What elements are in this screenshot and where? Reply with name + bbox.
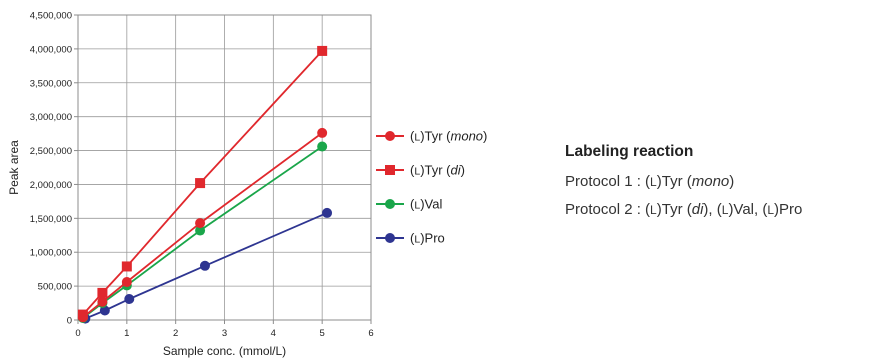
y-tick-label: 500,000 <box>38 282 72 293</box>
protocol-1-line: Protocol 1 : (L)Tyr (mono) <box>565 173 735 190</box>
data-point <box>322 207 333 218</box>
y-tick-label: 2,000,000 <box>30 180 72 191</box>
series-0 <box>77 127 328 323</box>
data-point <box>195 178 206 189</box>
x-axis-ticks: 0 1 2 3 4 5 6 <box>75 320 374 339</box>
legend-entry: (L)Val <box>376 197 442 212</box>
legend-swatch-marker <box>385 131 395 141</box>
legend-swatch-marker <box>385 165 395 175</box>
series-layer <box>77 45 333 324</box>
legend: (L)Tyr (mono) (L)Tyr (di) (L)Val (L)Pro <box>376 129 487 246</box>
data-point <box>77 309 88 320</box>
legend-label: (L)Val <box>410 197 442 212</box>
labeling-reaction-heading: Labeling reaction <box>565 143 694 160</box>
x-tick-label: 3 <box>222 328 227 339</box>
data-point <box>317 127 328 138</box>
y-tick-label: 3,000,000 <box>30 112 72 123</box>
data-point <box>124 293 135 304</box>
x-tick-label: 2 <box>173 328 178 339</box>
data-point <box>317 141 328 152</box>
data-point <box>121 261 132 272</box>
plot-frame <box>77 14 372 321</box>
legend-label: (L)Tyr (di) <box>410 163 465 178</box>
x-tick-label: 1 <box>124 328 129 339</box>
data-point <box>195 218 206 229</box>
x-tick-label: 4 <box>271 328 276 339</box>
legend-entry: (L)Tyr (mono) <box>376 129 487 144</box>
series-3 <box>80 207 333 324</box>
y-tick-label: 1,000,000 <box>30 248 72 259</box>
y-tick-label: 1,500,000 <box>30 214 72 225</box>
y-tick-label: 4,000,000 <box>30 44 72 55</box>
y-tick-label: 4,500,000 <box>30 11 72 22</box>
protocol-2-line: Protocol 2 : (L)Tyr (di), (L)Val, (L)Pro <box>565 201 803 218</box>
data-point <box>199 260 210 271</box>
legend-label: (L)Pro <box>410 231 445 246</box>
y-axis-title: Peak area <box>7 140 21 195</box>
x-axis-title: Sample conc. (mmol/L) <box>163 344 286 358</box>
y-axis-ticks: 0 500,000 1,000,000 1,500,000 2,000,000 2,500… <box>30 11 78 327</box>
labeling-reaction-panel: Labeling reaction Protocol 1 : (L)Tyr (m… <box>565 143 883 229</box>
y-tick-label: 2,500,000 <box>30 146 72 157</box>
y-tick-label: 0 <box>67 316 72 327</box>
data-point <box>121 277 132 288</box>
x-tick-label: 6 <box>368 328 373 339</box>
y-tick-label: 3,500,000 <box>30 78 72 89</box>
data-point <box>97 296 108 307</box>
data-point <box>97 287 108 298</box>
series-1 <box>77 45 328 320</box>
data-point <box>195 225 206 236</box>
x-tick-label: 0 <box>75 328 80 339</box>
line-chart: 0 500,000 1,000,000 1,500,000 2,000,000 2,500… <box>7 11 487 359</box>
legend-label: (L)Tyr (mono) <box>410 129 487 144</box>
legend-entry: (L)Tyr (di) <box>376 163 465 178</box>
data-point <box>317 45 328 56</box>
legend-swatch-marker <box>385 199 395 209</box>
x-tick-label: 5 <box>320 328 325 339</box>
legend-swatch-marker <box>385 233 395 243</box>
legend-entry: (L)Pro <box>376 231 445 246</box>
